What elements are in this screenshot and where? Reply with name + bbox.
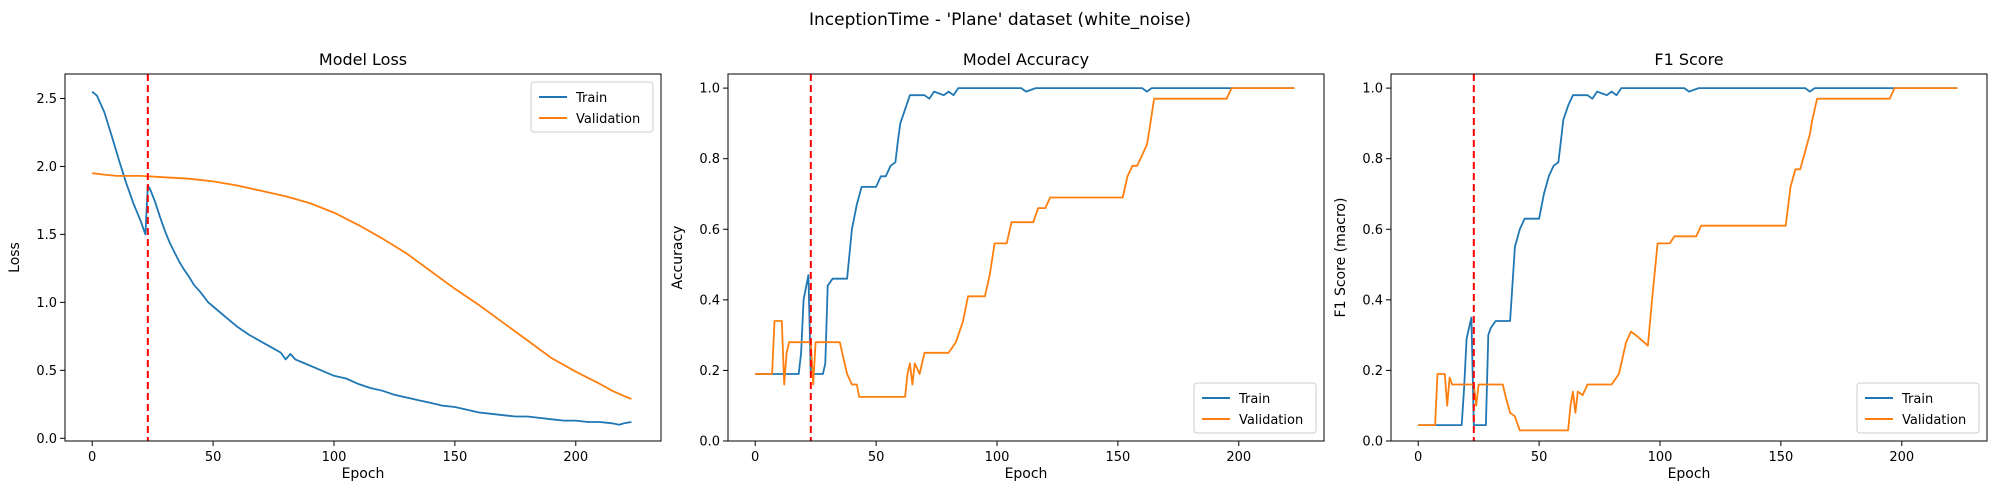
x-axis-label: Epoch bbox=[1668, 466, 1711, 482]
y-tick-label: 0.4 bbox=[699, 293, 720, 308]
y-tick-label: 0.0 bbox=[36, 432, 57, 447]
legend-entry: Train bbox=[575, 91, 607, 106]
x-axis-label: Epoch bbox=[1005, 466, 1048, 482]
axes-frame bbox=[1390, 73, 1988, 442]
legend: Train Validation bbox=[1856, 382, 1980, 434]
y-axis-label: Loss bbox=[7, 242, 23, 273]
series-line-validation bbox=[755, 87, 1295, 398]
series-line-train bbox=[91, 91, 632, 426]
y-tick-label: 0.6 bbox=[699, 223, 720, 238]
y-tick-label: 0.4 bbox=[1362, 293, 1383, 308]
series-group bbox=[1418, 87, 1958, 432]
y-tick-label: 1.0 bbox=[1362, 82, 1383, 97]
subplots: Model Loss 0 50 100 150 200 0.0 0.5 1.0 1.5 2.0 2.5… bbox=[7, 50, 1988, 482]
chart-title: Model Loss bbox=[319, 50, 407, 69]
x-axis-label: Epoch bbox=[342, 466, 385, 482]
x-tick-label: 0 bbox=[751, 450, 759, 465]
series-line-validation bbox=[1418, 87, 1958, 432]
x-tick-label: 200 bbox=[1226, 450, 1251, 465]
axes-frame bbox=[64, 73, 662, 442]
y-tick-label: 0.2 bbox=[1362, 364, 1383, 379]
series-group bbox=[91, 91, 632, 426]
x-tick-label: 200 bbox=[1889, 450, 1914, 465]
chart-title: Model Accuracy bbox=[963, 50, 1089, 69]
x-tick-label: 200 bbox=[563, 450, 588, 465]
y-tick-label: 1.0 bbox=[36, 296, 57, 311]
x-tick-label: 50 bbox=[1531, 450, 1548, 465]
series-line-train bbox=[755, 87, 1295, 375]
axes-frame bbox=[727, 73, 1325, 442]
subplot-1: Model Loss 0 50 100 150 200 0.0 0.5 1.0 1.5 2.0 2.5… bbox=[7, 50, 662, 482]
series-line-validation bbox=[92, 172, 632, 400]
x-tick-label: 100 bbox=[985, 450, 1010, 465]
y-tick-label: 0.0 bbox=[699, 435, 720, 450]
x-tick-label: 0 bbox=[1414, 450, 1422, 465]
y-axis-label: Accuracy bbox=[670, 226, 686, 290]
x-tick-label: 0 bbox=[88, 450, 96, 465]
x-tick-label: 150 bbox=[1768, 450, 1793, 465]
y-tick-label: 2.5 bbox=[36, 92, 57, 107]
y-tick-label: 2.0 bbox=[36, 160, 57, 175]
y-tick-label: 0.8 bbox=[699, 152, 720, 167]
y-tick-label: 1.0 bbox=[699, 82, 720, 97]
legend-entry: Validation bbox=[1239, 413, 1303, 428]
x-tick-label: 50 bbox=[868, 450, 885, 465]
y-axis-label: F1 Score (macro) bbox=[1333, 198, 1349, 318]
legend-box bbox=[530, 81, 654, 133]
legend: Train Validation bbox=[530, 81, 654, 133]
x-tick-label: 100 bbox=[1648, 450, 1673, 465]
legend-entry: Validation bbox=[576, 112, 640, 127]
x-tick-label: 150 bbox=[442, 450, 467, 465]
y-tick-label: 0.8 bbox=[1362, 152, 1383, 167]
y-tick-label: 0.0 bbox=[1362, 435, 1383, 450]
legend: Train Validation bbox=[1193, 382, 1317, 434]
legend-entry: Train bbox=[1238, 392, 1270, 407]
subplot-2: Model Accuracy 0 50 100 150 200 0.0 0.2 0.4 0.6 0.… bbox=[670, 50, 1325, 482]
legend-entry: Validation bbox=[1902, 413, 1966, 428]
legend-box bbox=[1193, 382, 1317, 434]
series-group bbox=[755, 87, 1295, 398]
figure-title: InceptionTime - 'Plane' dataset (white_n… bbox=[809, 10, 1191, 30]
y-tick-label: 1.5 bbox=[36, 228, 57, 243]
chart-title: F1 Score bbox=[1654, 50, 1723, 69]
y-tick-label: 0.2 bbox=[699, 364, 720, 379]
y-tick-label: 0.5 bbox=[36, 364, 57, 379]
series-line-train bbox=[1418, 87, 1958, 426]
x-tick-label: 150 bbox=[1105, 450, 1130, 465]
x-tick-label: 50 bbox=[205, 450, 222, 465]
legend-entry: Train bbox=[1901, 392, 1933, 407]
x-tick-label: 100 bbox=[322, 450, 347, 465]
subplot-3: F1 Score 0 50 100 150 200 0.0 0.2 0.4 0.6 0.8 1.0 Ep… bbox=[1333, 50, 1988, 482]
legend-box bbox=[1856, 382, 1980, 434]
y-tick-label: 0.6 bbox=[1362, 223, 1383, 238]
